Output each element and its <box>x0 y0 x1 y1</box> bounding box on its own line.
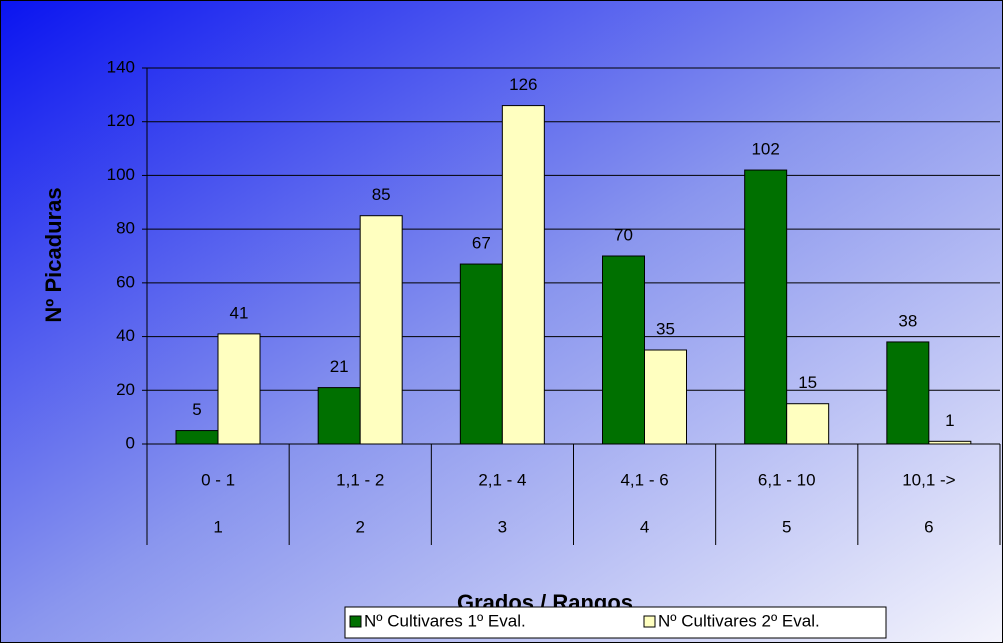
data-label: 38 <box>898 311 917 330</box>
x-tick-label: 2,1 - 4 <box>478 470 526 489</box>
legend-swatch <box>349 615 362 628</box>
legend <box>344 606 887 639</box>
y-tick-label: 100 <box>107 165 135 184</box>
bar <box>886 341 930 445</box>
x-tick-label: 0 - 1 <box>201 470 235 489</box>
x-group-label: 2 <box>356 517 365 536</box>
x-tick-label: 10,1 -> <box>902 470 955 489</box>
data-label: 67 <box>472 234 491 253</box>
data-label: 126 <box>509 75 537 94</box>
y-tick-label: 60 <box>116 272 135 291</box>
data-label: 35 <box>656 319 675 338</box>
legend-label: Nº Cultivares 1º Eval. <box>364 611 526 630</box>
x-group-label: 1 <box>213 517 222 536</box>
bar <box>217 333 261 445</box>
bar <box>928 440 972 445</box>
y-tick-label: 140 <box>107 57 135 76</box>
legend-label: Nº Cultivares 2º Eval. <box>658 611 820 630</box>
bar <box>501 105 545 445</box>
bar <box>744 169 788 445</box>
bar <box>786 403 830 445</box>
data-label: 102 <box>751 140 779 159</box>
bar <box>459 263 503 445</box>
x-group-label: 5 <box>782 517 791 536</box>
y-tick-label: 80 <box>116 219 135 238</box>
bar <box>359 215 403 445</box>
data-label: 1 <box>945 411 954 430</box>
y-axis-title: Nº Picaduras <box>41 187 66 322</box>
data-label: 15 <box>798 373 817 392</box>
x-group-label: 6 <box>924 517 933 536</box>
bar <box>175 430 219 445</box>
y-tick-label: 120 <box>107 111 135 130</box>
data-label: 85 <box>372 185 391 204</box>
x-tick-label: 6,1 - 10 <box>758 470 816 489</box>
x-tick-label: 4,1 - 6 <box>620 470 668 489</box>
data-label: 70 <box>614 225 633 244</box>
x-group-label: 4 <box>640 517 649 536</box>
y-tick-label: 0 <box>126 433 135 452</box>
legend-swatch <box>643 615 656 628</box>
x-group-label: 3 <box>498 517 507 536</box>
y-tick-label: 40 <box>116 326 135 345</box>
bar <box>644 349 687 445</box>
data-label: 21 <box>330 357 349 376</box>
bar <box>602 255 645 445</box>
data-label: 5 <box>192 400 201 419</box>
x-tick-label: 1,1 - 2 <box>336 470 384 489</box>
bar <box>317 387 361 445</box>
data-label: 41 <box>230 303 249 322</box>
y-tick-label: 20 <box>116 380 135 399</box>
